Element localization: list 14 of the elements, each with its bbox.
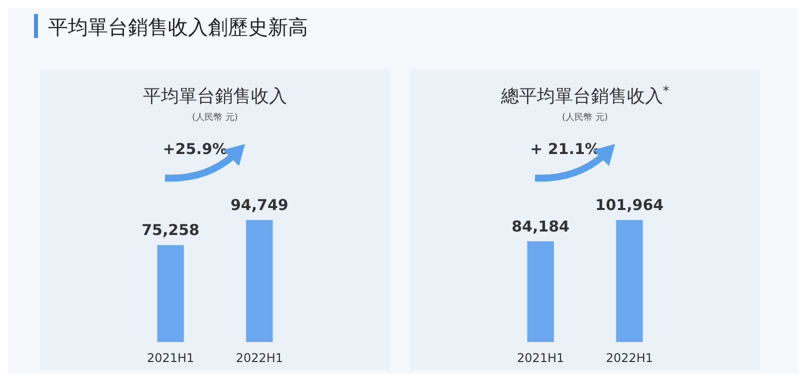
- text: +25.9%: [162, 140, 228, 158]
- x-tick-label: 2022H1: [606, 351, 654, 365]
- data-label: 75,258: [142, 221, 200, 240]
- chart-subtitle: (人民幣 元): [192, 112, 238, 123]
- data-label: 101,964: [595, 196, 664, 214]
- x-tick-label: 2022H1: [236, 351, 284, 365]
- chart-title: 總平均單台銷售收入$^{*}$: [500, 82, 670, 107]
- text: 平均單台銷售收入創歷史新高: [48, 15, 308, 39]
- x-tick-label: 2021H1: [146, 351, 194, 365]
- data-label: 94,749: [230, 196, 288, 214]
- x-tick-label: 2021H1: [516, 351, 564, 365]
- data-label: 84,184: [512, 217, 570, 236]
- chart-subtitle: (人民幣 元): [562, 112, 608, 123]
- chart-title: 平均單台銷售收入: [143, 86, 287, 107]
